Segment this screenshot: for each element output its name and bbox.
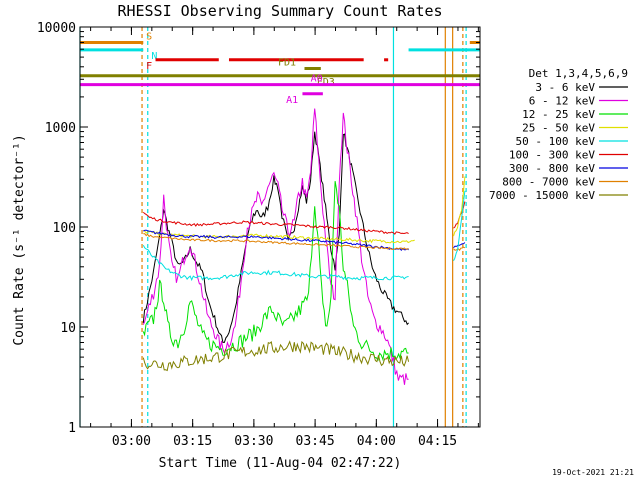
series-line-8 [142, 340, 410, 372]
x-tick-label-0: 03:00 [112, 434, 151, 449]
series-line-2 [142, 181, 409, 362]
x-tick-label-5: 04:15 [418, 434, 457, 449]
legend-label-3: 25 - 50 keV [522, 122, 595, 135]
flag-label-fd1: FD1 [278, 57, 296, 68]
flag-label-fd3: FD3 [317, 77, 335, 88]
x-tick-label-2: 03:30 [234, 434, 273, 449]
timestamp-label: 19-Oct-2021 21:21 [552, 468, 634, 477]
legend-label-7: 800 - 7000 keV [502, 176, 595, 189]
y-tick-label-3: 1000 [45, 121, 76, 136]
plot-frame [79, 26, 481, 428]
legend-label-0: 3 - 6 keV [535, 81, 595, 94]
series-line-4 [142, 245, 409, 282]
legend-label-6: 300 - 800 keV [509, 162, 595, 175]
legend-title: Det 1,3,4,5,6,9 [529, 67, 628, 80]
x-axis-label: Start Time (11-Aug-04 02:47:22) [159, 456, 402, 471]
series-tail-3 [453, 246, 466, 251]
x-tick-label-1: 03:15 [173, 434, 212, 449]
legend-label-1: 6 - 12 keV [529, 95, 596, 108]
legend-label-2: 12 - 25 keV [522, 108, 595, 121]
series-line-6 [143, 229, 409, 251]
y-tick-label-4: 10000 [37, 21, 76, 36]
series-tail-2 [453, 242, 466, 249]
y-tick-label-1: 10 [60, 321, 76, 336]
legend-label-4: 50 - 100 keV [516, 135, 596, 148]
x-tick-label-3: 03:45 [296, 434, 335, 449]
y-tick-label-0: 1 [68, 421, 76, 436]
legend-label-8: 7000 - 15000 keV [489, 189, 595, 202]
flag-label-n: N [151, 51, 157, 62]
chart-title: RHESSI Observing Summary Count Rates [117, 2, 442, 20]
flag-label-s: S [146, 31, 152, 42]
legend-label-5: 100 - 300 keV [509, 149, 595, 162]
y-tick-label-2: 100 [53, 221, 76, 236]
series-line-5 [142, 211, 409, 235]
series-tail-4 [453, 190, 466, 262]
flag-label-f: F [146, 61, 152, 72]
axes: 1 10 100 1000 10000 03:00 03:15 03:30 03:45 04:00… [37, 21, 481, 449]
series-line-1 [142, 108, 409, 385]
series-line-7 [143, 233, 409, 251]
series-line-3 [143, 230, 415, 244]
series-tail-1 [453, 176, 466, 237]
flag-label-a0: A0 [311, 74, 323, 85]
flag-label-a1: A1 [286, 95, 298, 106]
y-axis-label: Count Rate (s⁻¹ detector⁻¹) [12, 134, 27, 345]
x-tick-label-4: 04:00 [357, 434, 396, 449]
